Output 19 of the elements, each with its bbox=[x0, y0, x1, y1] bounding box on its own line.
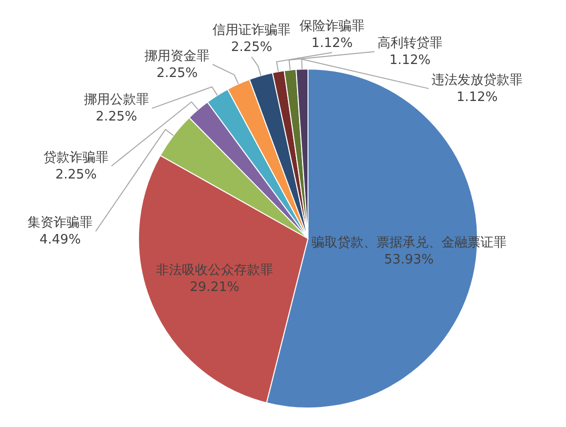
data-label: 2.25% bbox=[96, 110, 138, 125]
data-label: 1.12% bbox=[456, 90, 498, 105]
data-label: 2.25% bbox=[55, 167, 97, 182]
slice-label: 信用证诈骗罪 bbox=[212, 23, 291, 38]
data-label: 1.12% bbox=[389, 53, 431, 68]
data-label: 2.25% bbox=[156, 66, 198, 81]
data-label: 29.21% bbox=[190, 280, 240, 296]
slice-label: 挪用公款罪 bbox=[84, 92, 149, 108]
slice-label: 非法吸收公众存款罪 bbox=[156, 263, 274, 278]
slice-label: 高利转贷罪 bbox=[378, 35, 442, 52]
slice-label: 挪用资金罪 bbox=[144, 48, 210, 64]
data-label: 1.12% bbox=[311, 36, 353, 51]
data-label: 4.49% bbox=[39, 232, 81, 248]
slice-label: 贷款诈骗罪 bbox=[44, 150, 109, 166]
slice-label: 保险诈骗罪 bbox=[300, 18, 365, 34]
data-label: 2.25% bbox=[230, 40, 272, 56]
slice-label: 违法发放贷款罪 bbox=[432, 72, 523, 88]
slice-label: 集资诈骗罪 bbox=[28, 216, 93, 231]
data-label: 53.93% bbox=[384, 252, 434, 268]
